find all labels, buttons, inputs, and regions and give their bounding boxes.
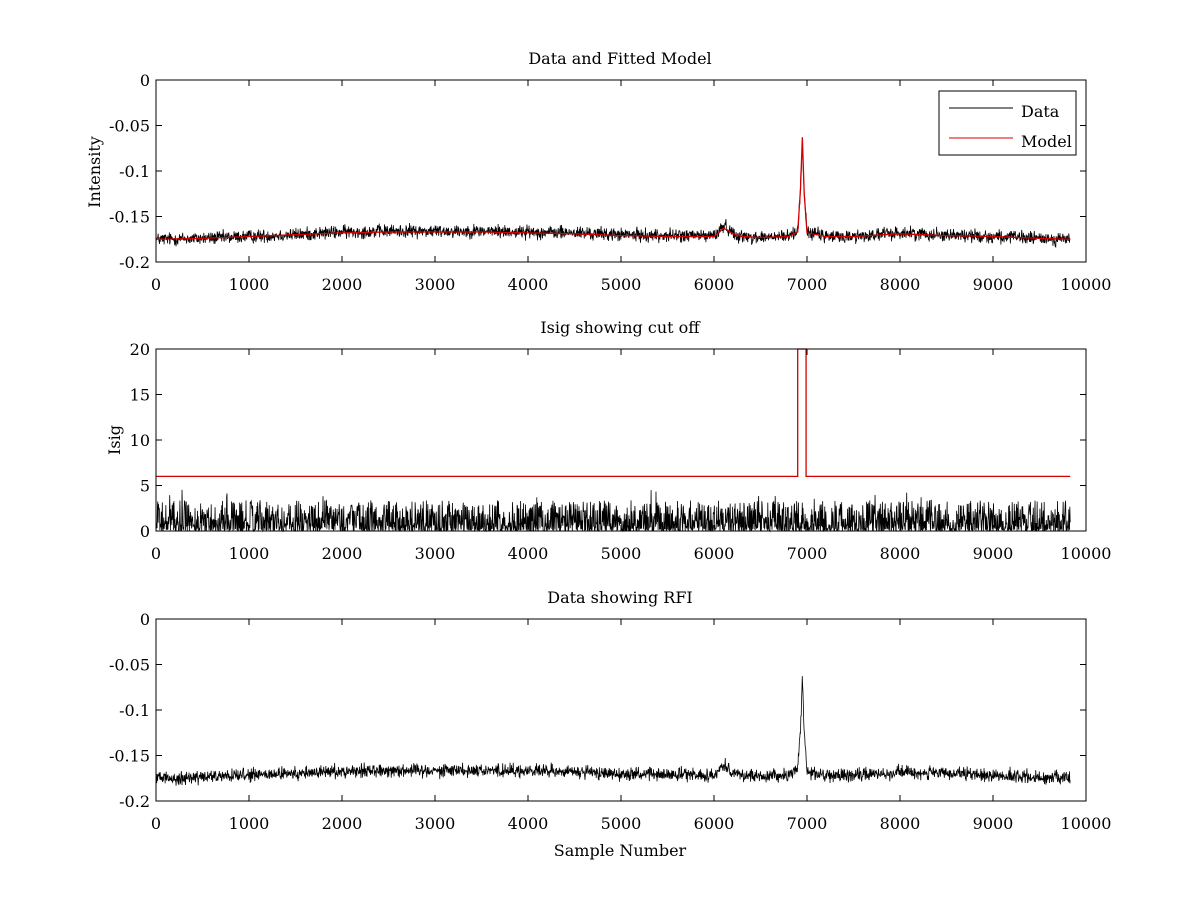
legend-model-label: Model: [1021, 132, 1072, 151]
panel3-xlabel: Sample Number: [554, 841, 687, 860]
panel3-title: Data showing RFI: [547, 588, 692, 607]
y-tick-label: 0: [140, 71, 150, 90]
legend-box: [938, 90, 1077, 156]
panel3-axes-box: [155, 618, 1087, 802]
x-tick-label: 3000: [415, 544, 456, 563]
legend: Data Model: [938, 90, 1077, 156]
y-tick-label: 0: [140, 610, 150, 629]
x-tick-label: 2000: [322, 814, 363, 833]
panel-data-and-fitted-model: Data and Fitted Model Intensity 0 1000 200…: [85, 49, 1111, 294]
y-tick-label: -0.05: [109, 656, 150, 675]
x-tick-label: 5000: [601, 544, 642, 563]
x-tick-label: 4000: [508, 814, 549, 833]
x-tick-label: 6000: [694, 814, 735, 833]
x-tick-label: 9000: [973, 275, 1014, 294]
panel1-title: Data and Fitted Model: [528, 49, 711, 68]
panel3-series-1-line: [155, 676, 1071, 786]
x-tick-label: 2000: [322, 275, 363, 294]
x-tick-label: 0: [151, 275, 161, 294]
panel3-series: [155, 676, 1071, 786]
panel1-ylabel: Intensity: [85, 136, 104, 208]
panel-data-showing-rfi: Data showing RFI 0 1000 2000 3000 4000 5000 60…: [109, 588, 1111, 860]
y-tick-label: 15: [130, 386, 150, 405]
x-tick-label: 4000: [508, 275, 549, 294]
x-tick-label: 5000: [601, 814, 642, 833]
x-tick-label: 4000: [508, 544, 549, 563]
x-tick-label: 1000: [229, 275, 270, 294]
x-tick-label: 7000: [787, 275, 828, 294]
x-tick-label: 3000: [415, 275, 456, 294]
y-tick-label: -0.05: [109, 117, 150, 136]
panel1-axes-box: [155, 79, 1087, 263]
y-tick-label: -0.2: [119, 792, 150, 811]
y-tick-label: 20: [130, 340, 150, 359]
y-tick-label: -0.1: [119, 162, 150, 181]
y-tick-label: 10: [130, 431, 150, 450]
x-tick-label: 5000: [601, 275, 642, 294]
panel3-ticks: 0 1000 2000 3000 4000 5000 6000 7000 8000 9000 100…: [109, 610, 1111, 833]
x-tick-label: 7000: [787, 814, 828, 833]
x-tick-label: 9000: [973, 544, 1014, 563]
panel1-ticks: 0 1000 2000 3000 4000 5000 6000 7000 8000 9000 100…: [109, 71, 1111, 294]
x-tick-label: 9000: [973, 814, 1014, 833]
panel2-axes-box: [155, 348, 1087, 532]
y-tick-label: -0.15: [109, 747, 150, 766]
x-tick-label: 10000: [1061, 814, 1112, 833]
legend-data-label: Data: [1021, 102, 1060, 121]
x-tick-label: 8000: [880, 275, 921, 294]
panel1-series: [155, 137, 1071, 249]
y-tick-label: -0.15: [109, 208, 150, 227]
y-tick-label: 5: [140, 477, 150, 496]
x-tick-label: 2000: [322, 544, 363, 563]
panel2-title: Isig showing cut off: [540, 318, 701, 337]
x-tick-label: 8000: [880, 814, 921, 833]
panel-isig-showing-cut-off: Isig showing cut off Isig 0 1000 2000 3000 4…: [105, 318, 1111, 563]
x-tick-label: 0: [151, 814, 161, 833]
y-tick-label: -0.2: [119, 253, 150, 272]
y-tick-label: 0: [140, 522, 150, 541]
x-tick-label: 1000: [229, 814, 270, 833]
y-tick-label: -0.1: [119, 701, 150, 720]
x-tick-label: 3000: [415, 814, 456, 833]
x-tick-label: 0: [151, 544, 161, 563]
x-tick-label: 10000: [1061, 544, 1112, 563]
x-tick-label: 8000: [880, 544, 921, 563]
x-tick-label: 10000: [1061, 275, 1112, 294]
panel2-series-1-line: [155, 489, 1071, 533]
panel2-ticks: 0 1000 2000 3000 4000 5000 6000 7000 8000 9000 100…: [130, 340, 1112, 563]
panel1-series-2-line: [155, 137, 1071, 240]
x-tick-label: 7000: [787, 544, 828, 563]
x-tick-label: 6000: [694, 544, 735, 563]
panel2-ylabel: Isig: [105, 425, 124, 455]
x-tick-label: 6000: [694, 275, 735, 294]
x-tick-label: 1000: [229, 544, 270, 563]
